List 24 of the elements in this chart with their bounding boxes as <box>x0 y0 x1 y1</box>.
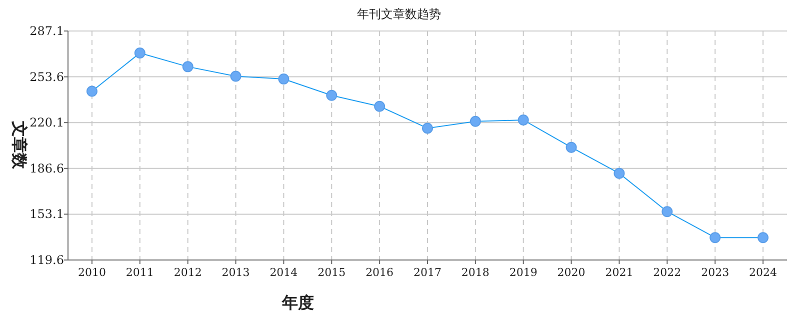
x-tick-label: 2023 <box>701 266 730 279</box>
x-axis-title: 年度 <box>281 293 314 312</box>
x-tick-label: 2016 <box>366 266 394 279</box>
y-axis-title: 文章数 <box>10 120 29 170</box>
x-tick-label: 2024 <box>749 266 778 279</box>
x-tick-label: 2022 <box>653 266 682 279</box>
x-tick-label: 2010 <box>78 266 106 279</box>
x-tick-label: 2017 <box>414 266 442 279</box>
x-tick-label: 2020 <box>557 266 586 279</box>
x-tick-label: 2011 <box>126 266 154 279</box>
x-tick-label: 2012 <box>174 266 202 279</box>
x-tick-label: 2019 <box>509 266 538 279</box>
y-tick-label: 220.1 <box>30 116 64 130</box>
x-tick-label: 2014 <box>270 266 298 279</box>
x-tick-label: 2015 <box>318 266 346 279</box>
y-tick-label: 186.6 <box>30 161 64 176</box>
y-tick-label: 253.6 <box>30 70 64 84</box>
x-tick-label: 2021 <box>605 266 634 279</box>
x-tick-label: 2013 <box>222 266 250 279</box>
y-tick-label: 153.1 <box>30 207 64 222</box>
y-tick-label: 119.6 <box>30 253 64 267</box>
chart-title: 年刊文章数趋势 <box>357 7 441 21</box>
y-tick-label: 287.1 <box>30 24 64 38</box>
x-tick-label: 2018 <box>461 266 490 279</box>
